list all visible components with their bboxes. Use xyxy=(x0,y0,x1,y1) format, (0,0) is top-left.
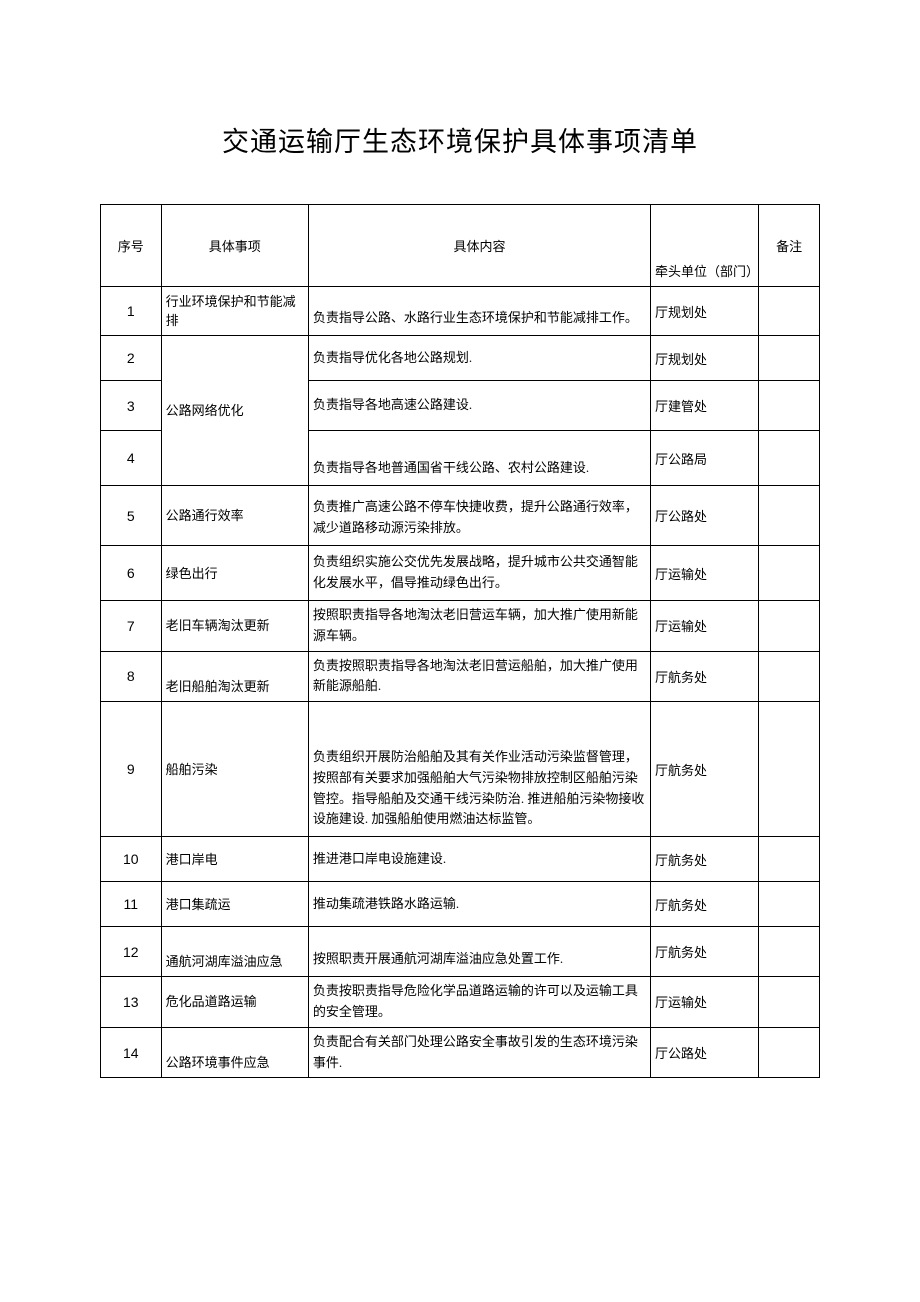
cell-seq: 8 xyxy=(101,651,162,702)
cell-lead: 厅规划处 xyxy=(651,287,759,336)
cell-note xyxy=(759,927,820,977)
cell-lead: 厅航务处 xyxy=(651,882,759,927)
table-row: 10 港口岸电 推进港口岸电设施建设. 厅航务处 xyxy=(101,837,820,882)
table-row: 1 行业环境保护和节能减排 负责指导公路、水路行业生态环境保护和节能减排工作。 … xyxy=(101,287,820,336)
cell-note xyxy=(759,336,820,381)
cell-note xyxy=(759,601,820,652)
table-row: 8 老旧船舶淘汰更新 负责按照职责指导各地淘汰老旧营运船舶，加大推广使用新能源船… xyxy=(101,651,820,702)
cell-item: 公路通行效率 xyxy=(161,486,308,546)
cell-item: 行业环境保护和节能减排 xyxy=(161,287,308,336)
table-row: 5 公路通行效率 负责推广高速公路不停车快捷收费，提升公路通行效率，减少道路移动… xyxy=(101,486,820,546)
table-row: 11 港口集疏运 推动集疏港铁路水路运输. 厅航务处 xyxy=(101,882,820,927)
cell-item: 港口岸电 xyxy=(161,837,308,882)
cell-seq: 5 xyxy=(101,486,162,546)
table-row: 2 公路网络优化 负责指导优化各地公路规划. 厅规划处 xyxy=(101,336,820,381)
cell-seq: 6 xyxy=(101,546,162,601)
cell-note xyxy=(759,882,820,927)
header-seq: 序号 xyxy=(101,205,162,287)
header-row: 序号 具体事项 具体内容 牵头单位（部门） 备注 xyxy=(101,205,820,287)
cell-seq: 4 xyxy=(101,431,162,486)
cell-content: 按照职责开展通航河湖库溢油应急处置工作. xyxy=(308,927,650,977)
cell-item: 船舶污染 xyxy=(161,702,308,837)
cell-content: 负责指导优化各地公路规划. xyxy=(308,336,650,381)
cell-content: 按照职责指导各地淘汰老旧营运车辆，加大推广使用新能源车辆。 xyxy=(308,601,650,652)
cell-lead: 厅运输处 xyxy=(651,601,759,652)
cell-item: 老旧车辆淘汰更新 xyxy=(161,601,308,652)
cell-note xyxy=(759,546,820,601)
cell-lead: 厅公路处 xyxy=(651,486,759,546)
table-row: 9 船舶污染 负责组织开展防治船舶及其有关作业活动污染监督管理，按照部有关要求加… xyxy=(101,702,820,837)
cell-note xyxy=(759,837,820,882)
cell-item: 危化品道路运输 xyxy=(161,977,308,1028)
cell-content: 负责指导各地普通国省干线公路、农村公路建设. xyxy=(308,431,650,486)
cell-content: 负责指导各地高速公路建设. xyxy=(308,381,650,431)
cell-lead: 厅航务处 xyxy=(651,651,759,702)
cell-lead: 厅公路局 xyxy=(651,431,759,486)
cell-seq: 2 xyxy=(101,336,162,381)
cell-lead: 厅航务处 xyxy=(651,702,759,837)
table-row: 6 绿色出行 负责组织实施公交优先发展战略，提升城市公共交通智能化发展水平，倡导… xyxy=(101,546,820,601)
cell-seq: 10 xyxy=(101,837,162,882)
header-item: 具体事项 xyxy=(161,205,308,287)
cell-seq: 9 xyxy=(101,702,162,837)
cell-seq: 3 xyxy=(101,381,162,431)
cell-content: 负责配合有关部门处理公路安全事故引发的生态环境污染事件. xyxy=(308,1027,650,1078)
cell-content: 推进港口岸电设施建设. xyxy=(308,837,650,882)
cell-item: 通航河湖库溢油应急 xyxy=(161,927,308,977)
cell-content: 负责指导公路、水路行业生态环境保护和节能减排工作。 xyxy=(308,287,650,336)
header-content: 具体内容 xyxy=(308,205,650,287)
table-row: 12 通航河湖库溢油应急 按照职责开展通航河湖库溢油应急处置工作. 厅航务处 xyxy=(101,927,820,977)
cell-seq: 1 xyxy=(101,287,162,336)
cell-note xyxy=(759,977,820,1028)
cell-item: 港口集疏运 xyxy=(161,882,308,927)
cell-note xyxy=(759,486,820,546)
document-title: 交通运输厅生态环境保护具体事项清单 xyxy=(100,120,820,159)
table-row: 7 老旧车辆淘汰更新 按照职责指导各地淘汰老旧营运车辆，加大推广使用新能源车辆。… xyxy=(101,601,820,652)
cell-content: 负责组织开展防治船舶及其有关作业活动污染监督管理，按照部有关要求加强船舶大气污染… xyxy=(308,702,650,837)
cell-seq: 11 xyxy=(101,882,162,927)
table-row: 13 危化品道路运输 负责按职责指导危险化学品道路运输的许可以及运输工具的安全管… xyxy=(101,977,820,1028)
cell-note xyxy=(759,431,820,486)
cell-seq: 14 xyxy=(101,1027,162,1078)
cell-item: 公路网络优化 xyxy=(161,336,308,486)
cell-seq: 7 xyxy=(101,601,162,652)
cell-note xyxy=(759,702,820,837)
cell-content: 负责推广高速公路不停车快捷收费，提升公路通行效率，减少道路移动源污染排放。 xyxy=(308,486,650,546)
table-row: 14 公路环境事件应急 负责配合有关部门处理公路安全事故引发的生态环境污染事件.… xyxy=(101,1027,820,1078)
cell-note xyxy=(759,287,820,336)
cell-content: 推动集疏港铁路水路运输. xyxy=(308,882,650,927)
cell-lead: 厅公路处 xyxy=(651,1027,759,1078)
cell-lead: 厅航务处 xyxy=(651,927,759,977)
cell-seq: 13 xyxy=(101,977,162,1028)
cell-seq: 12 xyxy=(101,927,162,977)
cell-note xyxy=(759,381,820,431)
cell-content: 负责按职责指导危险化学品道路运输的许可以及运输工具的安全管理。 xyxy=(308,977,650,1028)
cell-note xyxy=(759,1027,820,1078)
items-table: 序号 具体事项 具体内容 牵头单位（部门） 备注 1 行业环境保护和节能减排 负… xyxy=(100,204,820,1078)
header-note: 备注 xyxy=(759,205,820,287)
cell-note xyxy=(759,651,820,702)
cell-item: 绿色出行 xyxy=(161,546,308,601)
cell-item: 公路环境事件应急 xyxy=(161,1027,308,1078)
header-lead: 牵头单位（部门） xyxy=(651,205,759,287)
cell-lead: 厅建管处 xyxy=(651,381,759,431)
cell-lead: 厅航务处 xyxy=(651,837,759,882)
cell-lead: 厅运输处 xyxy=(651,977,759,1028)
cell-content: 负责按照职责指导各地淘汰老旧营运船舶，加大推广使用新能源船舶. xyxy=(308,651,650,702)
cell-lead: 厅规划处 xyxy=(651,336,759,381)
cell-item: 老旧船舶淘汰更新 xyxy=(161,651,308,702)
cell-lead: 厅运输处 xyxy=(651,546,759,601)
cell-content: 负责组织实施公交优先发展战略，提升城市公共交通智能化发展水平，倡导推动绿色出行。 xyxy=(308,546,650,601)
